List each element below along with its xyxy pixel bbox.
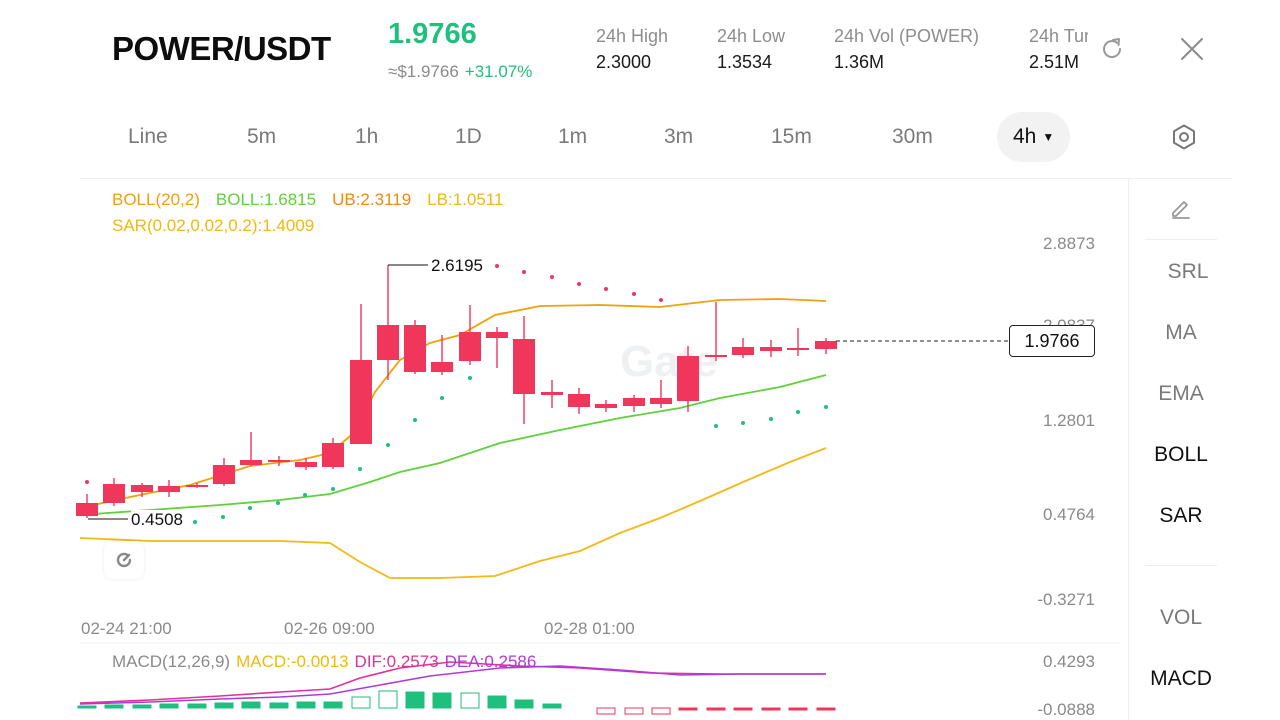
current-price-tag: 1.9766 (1009, 325, 1095, 357)
stat-value: 1.36M (834, 52, 885, 72)
reset-chart-icon[interactable] (104, 541, 144, 579)
tab-5m[interactable]: 5m (247, 125, 277, 148)
stat-value: 2.3000 (596, 52, 652, 72)
hexagon-settings-glyph (1173, 124, 1195, 150)
high-price-mark: 2.6195 (431, 256, 483, 276)
chart-area[interactable] (80, 178, 1128, 720)
indicator-sar[interactable]: SAR (1159, 504, 1203, 527)
dea-value: DEA:0.2586 (444, 652, 537, 671)
stat-24h-high: 24h High 2.3000 (596, 26, 668, 73)
indicator-panel: SRL MA EMA BOLL SAR VOL MACD (1128, 178, 1232, 720)
sar-legend: SAR(0.02,0.02,0.2):1.4009 (112, 216, 330, 236)
approx-usd-price: ≈$1.9766 (388, 62, 459, 81)
panel-divider (1145, 565, 1217, 566)
stat-24h-turnover: 24h Turnover 2.51M (1029, 26, 1088, 73)
tab-1m[interactable]: 1m (558, 125, 588, 148)
refresh-icon-glyph (1103, 38, 1122, 58)
chart-settings-icon[interactable] (1169, 122, 1199, 152)
tab-4h-label: 4h (1013, 125, 1037, 148)
boll-lb-value: LB:1.0511 (427, 190, 504, 209)
indicator-ema[interactable]: EMA (1158, 382, 1204, 405)
indicator-ma[interactable]: MA (1165, 321, 1197, 344)
low-price-mark: 0.4508 (131, 510, 183, 530)
x-axis-label: 02-24 21:00 (81, 619, 172, 638)
stat-label: 24h Turnover (1029, 26, 1088, 46)
y-axis-label: 0.4764 (1043, 505, 1095, 524)
price-subline: ≈$1.9766 +31.07% (388, 62, 532, 82)
draw-tool-icon[interactable] (1129, 195, 1233, 225)
macd-legend: MACD(12,26,9) MACD:-0.0013 DIF:0.2573 DEA:0… (112, 652, 542, 672)
y-axis-label: -0.3271 (1037, 590, 1095, 609)
price-change-percent: +31.07% (464, 62, 533, 81)
macd-axis-label: 0.4293 (1043, 652, 1095, 671)
boll-mid-value: BOLL:1.6815 (215, 190, 317, 209)
tab-1h[interactable]: 1h (355, 125, 379, 148)
stat-label: 24h Low (717, 26, 786, 46)
reset-chart-glyph (116, 552, 132, 568)
indicator-vol[interactable]: VOL (1159, 606, 1203, 629)
tab-3m[interactable]: 3m (664, 125, 694, 148)
macd-value: MACD:-0.0013 (236, 652, 349, 671)
tab-15m[interactable]: 15m (771, 125, 812, 148)
caret-down-icon: ▼ (1042, 130, 1055, 145)
y-axis-label: 2.8873 (1043, 234, 1095, 253)
close-icon-glyph (1181, 38, 1203, 60)
macd-axis-label: -0.0888 (1037, 700, 1095, 719)
tab-1d[interactable]: 1D (455, 125, 482, 148)
ticker-stats: 24h High 2.3000 24h Low 1.3534 24h Vol (… (596, 0, 1088, 90)
dif-value: DIF:0.2573 (354, 652, 439, 671)
stat-value: 2.51M (1029, 52, 1080, 72)
tab-line[interactable]: Line (128, 125, 168, 148)
stat-value: 1.3534 (717, 52, 773, 72)
pencil-icon (1172, 201, 1190, 219)
stat-label: 24h Vol (POWER) (834, 26, 980, 46)
sar-value: SAR(0.02,0.02,0.2):1.4009 (112, 216, 315, 235)
macd-params: MACD(12,26,9) (112, 652, 231, 671)
indicator-macd[interactable]: MACD (1150, 667, 1212, 690)
close-icon[interactable] (1177, 34, 1207, 64)
refresh-icon[interactable] (1097, 34, 1127, 64)
indicator-srl[interactable]: SRL (1167, 260, 1209, 283)
tab-4h[interactable]: 4h ▼ (997, 112, 1071, 162)
pair-title: POWER/USDT (112, 30, 331, 67)
x-axis-label: 02-26 09:00 (284, 619, 375, 638)
boll-legend: BOLL(20,2) BOLL:1.6815 UB:2.3119 LB:1.0511 (112, 190, 519, 210)
panel-divider (1145, 239, 1217, 240)
stat-24h-low: 24h Low 1.3534 (717, 26, 785, 73)
tab-30m[interactable]: 30m (892, 125, 933, 148)
stat-24h-volume: 24h Vol (POWER) 1.36M (834, 26, 979, 73)
x-axis-label: 02-28 01:00 (544, 619, 635, 638)
stat-label: 24h High (596, 26, 669, 46)
indicator-boll[interactable]: BOLL (1154, 443, 1208, 466)
last-price: 1.9766 (388, 18, 477, 50)
boll-params: BOLL(20,2) (112, 190, 200, 209)
boll-ub-value: UB:2.3119 (332, 190, 412, 209)
y-axis-label: 1.2801 (1043, 411, 1095, 430)
